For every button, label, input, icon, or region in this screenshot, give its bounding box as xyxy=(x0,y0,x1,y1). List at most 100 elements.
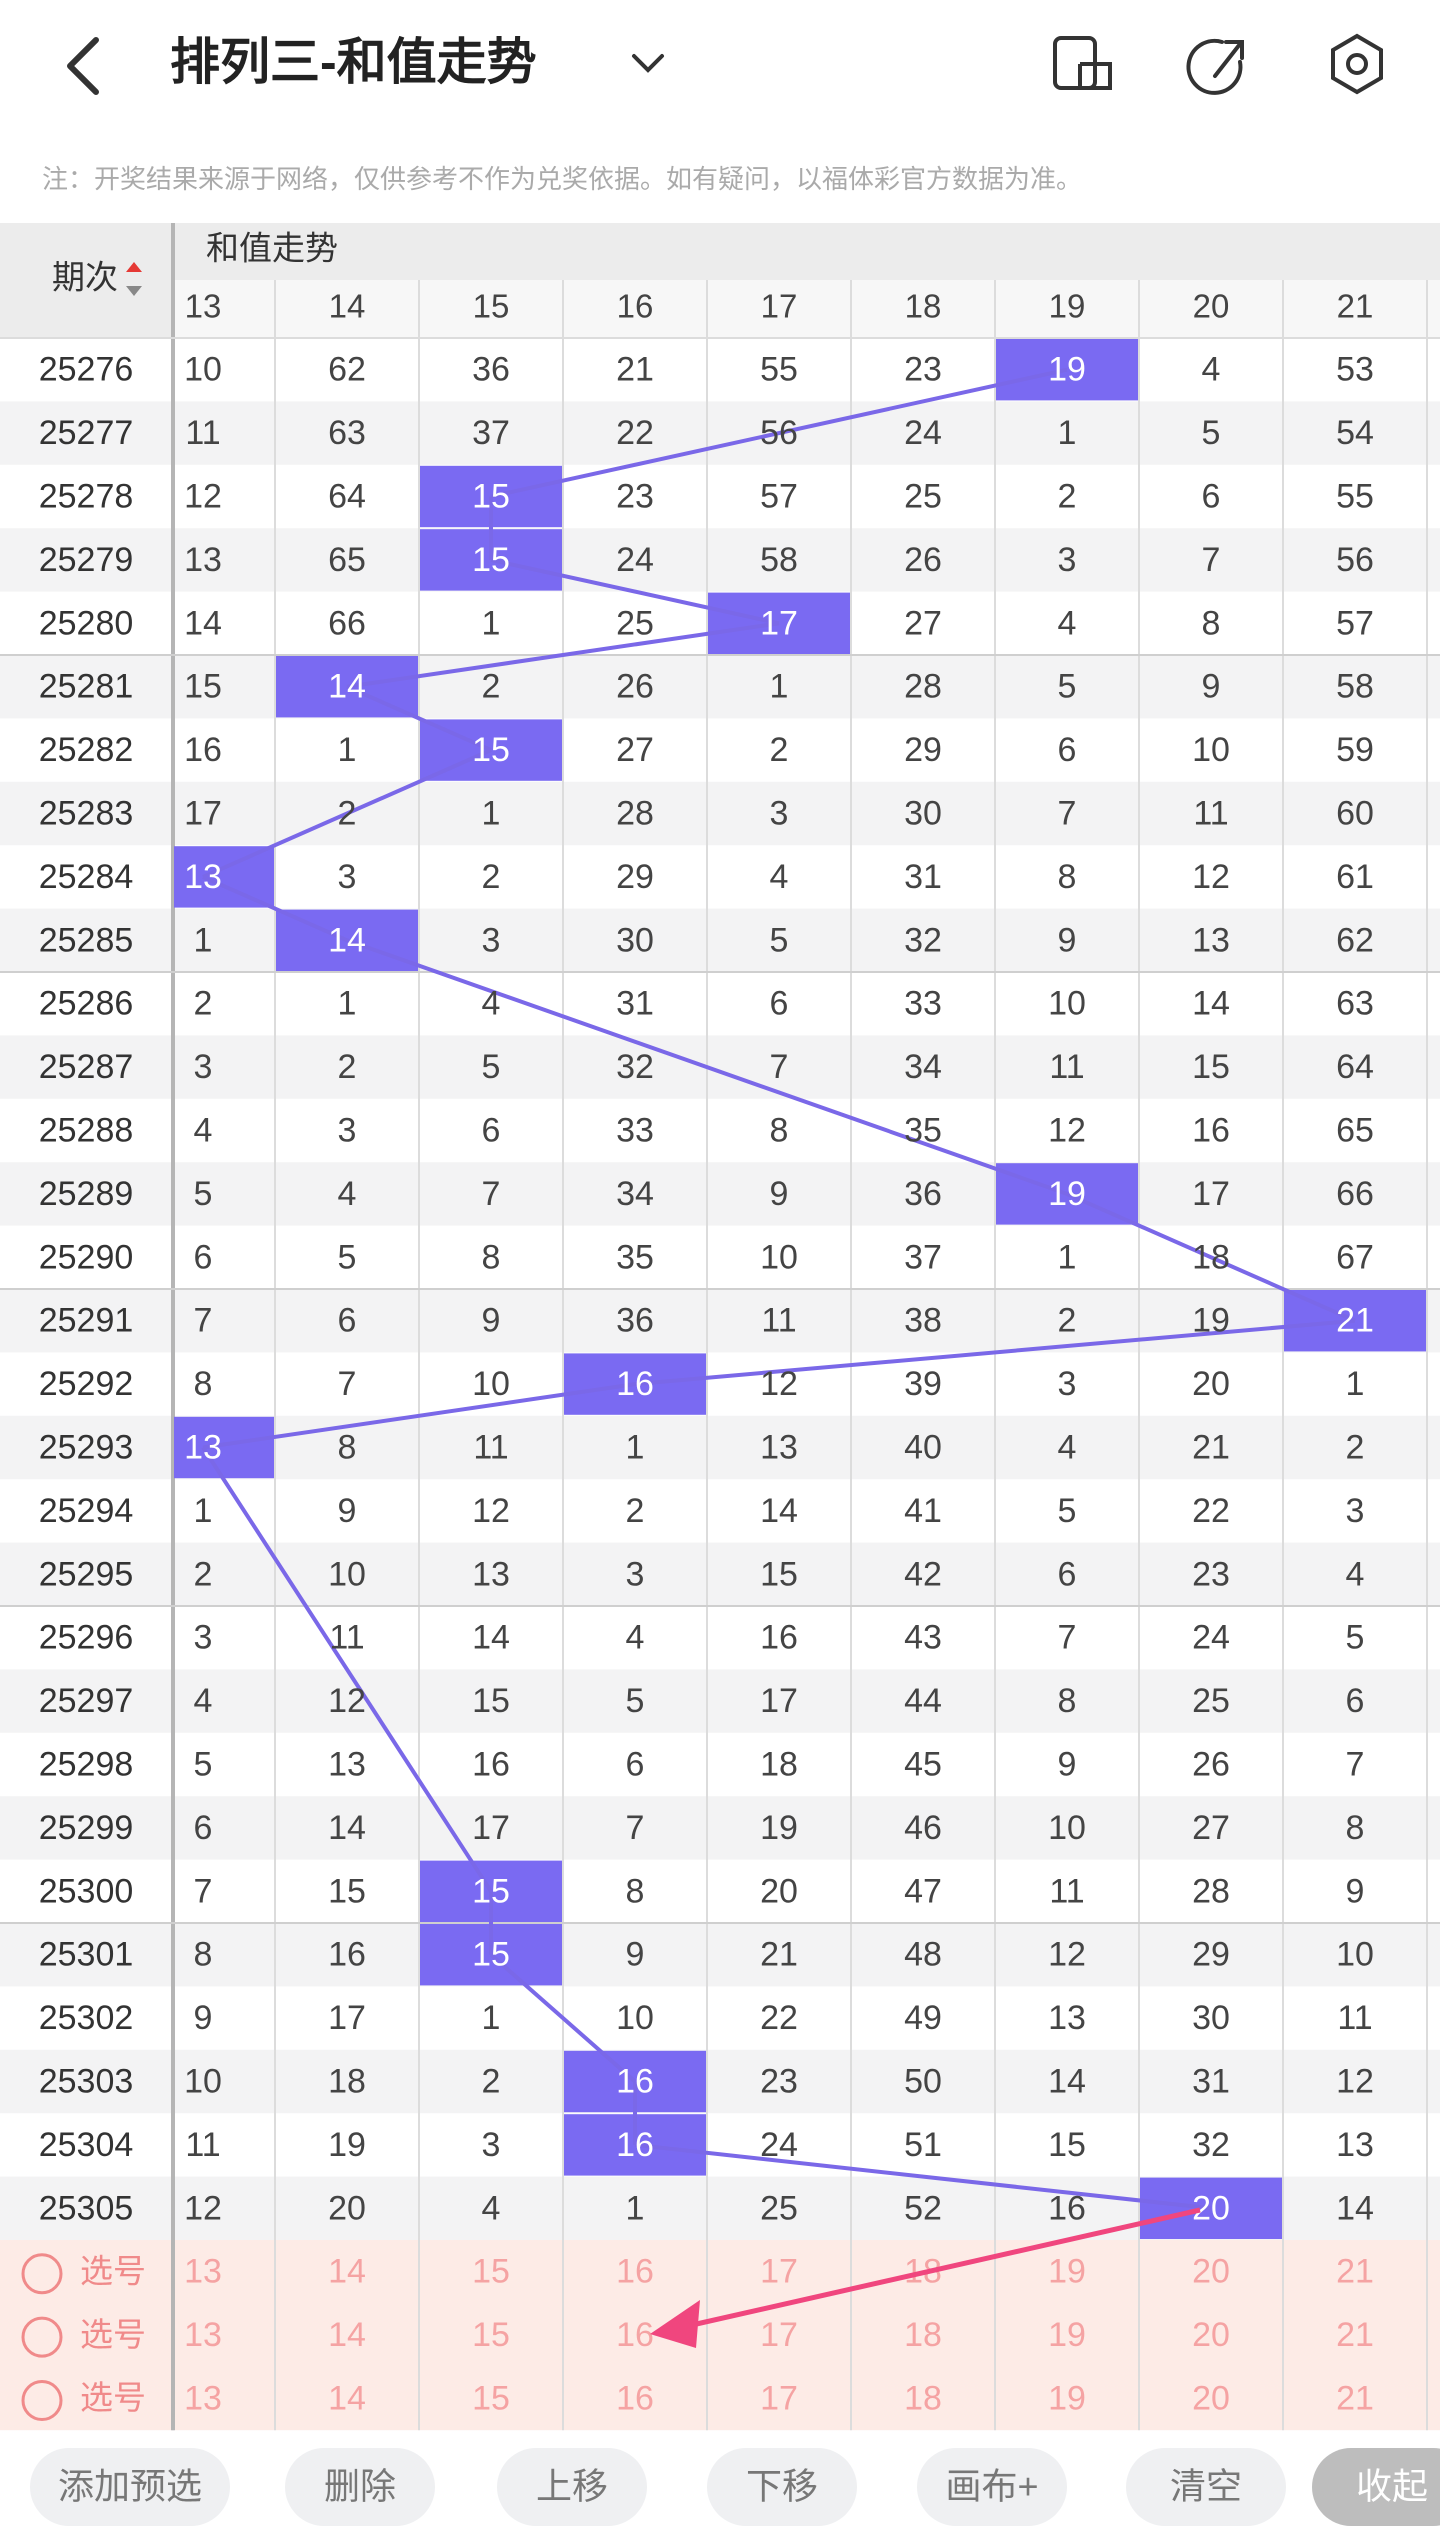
select-checkbox[interactable] xyxy=(21,2253,63,2295)
select-number[interactable]: 16 xyxy=(616,2379,654,2417)
cell-value: 15 xyxy=(1192,1048,1230,1086)
select-number[interactable]: 21 xyxy=(1336,2253,1374,2291)
title-dropdown[interactable] xyxy=(632,54,664,73)
cell-value: 2 xyxy=(194,985,213,1023)
select-number[interactable]: 13 xyxy=(184,2379,222,2417)
button-bg xyxy=(497,2448,647,2526)
trend-line xyxy=(201,1446,493,1893)
cell-value: 1 xyxy=(194,921,213,959)
toolbar-button[interactable]: 添加预选 xyxy=(30,2448,230,2526)
period: 25277 xyxy=(39,414,134,452)
select-number[interactable]: 17 xyxy=(760,2379,798,2417)
select-number[interactable]: 19 xyxy=(1048,2316,1086,2354)
cell-value: 23 xyxy=(1192,1555,1230,1593)
cell-value: 12 xyxy=(760,1365,798,1403)
select-number[interactable]: 20 xyxy=(1192,2253,1230,2291)
period: 25291 xyxy=(39,1302,134,1340)
share-icon[interactable] xyxy=(1186,38,1244,95)
period: 25300 xyxy=(39,1872,134,1910)
select-number[interactable]: 13 xyxy=(184,2253,222,2291)
period: 25278 xyxy=(39,477,134,515)
cell-value: 4 xyxy=(1346,1555,1365,1593)
select-number[interactable]: 17 xyxy=(760,2253,798,2291)
hit-value: 16 xyxy=(616,1365,654,1403)
cell-value: 59 xyxy=(1336,731,1374,769)
trend-line xyxy=(490,557,780,626)
select-number[interactable]: 13 xyxy=(184,2316,222,2354)
cell-value: 2 xyxy=(338,1048,357,1086)
pointer-arrow-head xyxy=(650,2300,700,2348)
cell-value: 8 xyxy=(1058,858,1077,896)
cell-value: 7 xyxy=(194,1872,213,1910)
trend-line xyxy=(489,1953,637,2084)
select-number[interactable]: 19 xyxy=(1048,2379,1086,2417)
select-number[interactable]: 16 xyxy=(616,2316,654,2354)
cell-value: 32 xyxy=(1192,2126,1230,2164)
cell-value: 13 xyxy=(1192,921,1230,959)
select-number[interactable]: 15 xyxy=(472,2316,510,2354)
toolbar-button[interactable]: 删除 xyxy=(285,2448,435,2526)
cell-value: 9 xyxy=(338,1492,357,1530)
cell-value: 64 xyxy=(1336,1048,1374,1086)
column-header: 18 xyxy=(905,288,942,325)
cell-value: 27 xyxy=(616,731,654,769)
cell-value: 18 xyxy=(328,2062,366,2100)
cell-value: 5 xyxy=(482,1048,501,1086)
trend-line xyxy=(634,2142,1212,2211)
toolbar-button[interactable]: 画布+ xyxy=(917,2448,1067,2526)
cell-value: 25 xyxy=(904,477,942,515)
period: 25281 xyxy=(39,668,134,706)
cell-value: 8 xyxy=(770,1111,789,1149)
hit-value: 14 xyxy=(328,921,366,959)
cell-value: 49 xyxy=(904,1999,942,2037)
select-number[interactable]: 14 xyxy=(328,2379,366,2417)
select-number[interactable]: 14 xyxy=(328,2253,366,2291)
select-checkbox[interactable] xyxy=(21,2380,63,2421)
button-bg xyxy=(30,2448,230,2526)
cell-value: 10 xyxy=(616,1999,654,2037)
select-number[interactable]: 15 xyxy=(472,2253,510,2291)
settings-icon[interactable] xyxy=(1331,33,1383,95)
row-stripe xyxy=(0,1923,1440,1987)
cell-value: 10 xyxy=(184,2062,222,2100)
cell-value: 16 xyxy=(1192,1111,1230,1149)
cell-value: 6 xyxy=(1346,1682,1365,1720)
cell-value: 2 xyxy=(338,794,357,832)
toolbar-button[interactable]: 收起 xyxy=(1312,2448,1440,2526)
toolbar-button[interactable]: 上移 xyxy=(497,2448,647,2526)
back-button[interactable] xyxy=(67,37,99,95)
cell-value: 33 xyxy=(904,985,942,1023)
cell-value: 27 xyxy=(1192,1809,1230,1847)
select-checkbox[interactable] xyxy=(21,2316,63,2358)
select-number[interactable]: 20 xyxy=(1192,2379,1230,2417)
cell-value: 9 xyxy=(482,1302,501,1340)
toolbar-button[interactable]: 清空 xyxy=(1126,2448,1286,2526)
select-number[interactable]: 18 xyxy=(904,2316,942,2354)
select-number[interactable]: 21 xyxy=(1336,2316,1374,2354)
cell-value: 22 xyxy=(1192,1492,1230,1530)
cell-value: 29 xyxy=(1192,1936,1230,1974)
select-number[interactable]: 19 xyxy=(1048,2253,1086,2291)
cell-value: 24 xyxy=(904,414,942,452)
cell-value: 12 xyxy=(1048,1111,1086,1149)
cell-value: 3 xyxy=(1058,1365,1077,1403)
row-stripe xyxy=(0,1289,1440,1353)
select-number[interactable]: 14 xyxy=(328,2316,366,2354)
select-number[interactable]: 16 xyxy=(616,2253,654,2291)
toolbar-button[interactable]: 下移 xyxy=(707,2448,857,2526)
page-title: 排列三-和值走势 xyxy=(170,34,537,90)
cell-value: 10 xyxy=(1048,1809,1086,1847)
select-number[interactable]: 20 xyxy=(1192,2316,1230,2354)
cell-value: 20 xyxy=(760,1872,798,1910)
button-label: 清空 xyxy=(1170,2466,1242,2507)
device-icon[interactable] xyxy=(1053,36,1112,90)
select-number[interactable]: 18 xyxy=(904,2379,942,2417)
period: 25295 xyxy=(39,1555,134,1593)
select-number[interactable]: 21 xyxy=(1336,2379,1374,2417)
row-stripe xyxy=(0,1796,1440,1860)
select-number[interactable]: 15 xyxy=(472,2379,510,2417)
select-number[interactable]: 17 xyxy=(760,2316,798,2354)
trend-line xyxy=(1066,1192,1356,1323)
cell-value: 47 xyxy=(904,1872,942,1910)
cell-value: 13 xyxy=(1336,2126,1374,2164)
